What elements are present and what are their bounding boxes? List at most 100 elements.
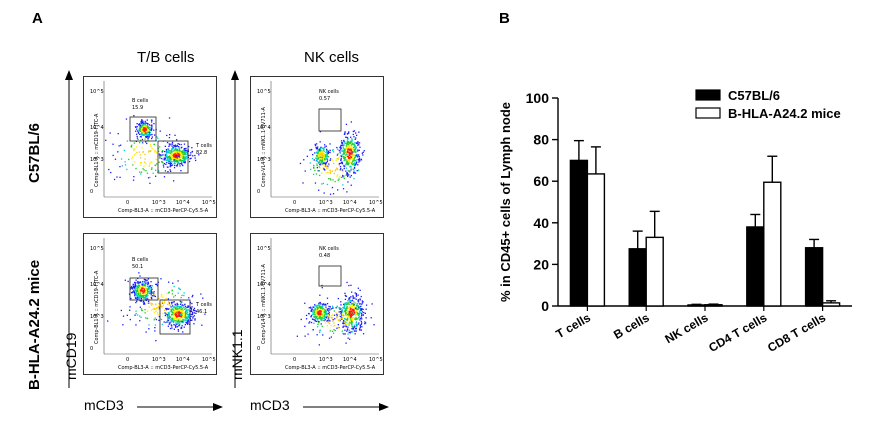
flow-event (147, 282, 150, 285)
flow-gate (159, 299, 191, 335)
flow-event (326, 157, 328, 159)
flow-event (135, 294, 138, 296)
flow-gate-value: 82.8 (196, 150, 207, 156)
flow-event (169, 144, 171, 146)
flow-event (342, 150, 344, 152)
flow-event (335, 307, 337, 309)
flow-event (346, 154, 348, 156)
flow-event (127, 280, 129, 283)
flow-event (346, 163, 349, 166)
flow-event (140, 132, 143, 135)
flow-event (143, 128, 146, 130)
flow-event (347, 163, 350, 165)
flow-event (157, 313, 159, 316)
flow-event (351, 143, 353, 145)
flow-event (125, 118, 128, 120)
flow-event (194, 157, 196, 159)
flow-event (324, 169, 326, 171)
flow-event (319, 174, 321, 177)
y-axis-arrow-mnk11 (231, 70, 239, 388)
flow-event (355, 151, 357, 153)
flow-event (339, 147, 342, 149)
flow-event (338, 176, 340, 178)
flow-event (311, 309, 313, 311)
flow-event (332, 332, 335, 334)
flow-event (154, 327, 156, 329)
flow-event (148, 136, 150, 138)
flow-event (177, 143, 179, 145)
flow-event (163, 321, 165, 323)
flow-event (324, 156, 327, 158)
flow-event (343, 306, 345, 308)
flow-event (320, 159, 322, 161)
flow-event (312, 306, 314, 308)
flow-event (175, 306, 177, 308)
flow-event (146, 295, 148, 297)
flow-event (131, 292, 133, 294)
flow-y-tick: 10^3 (257, 314, 271, 320)
flow-event (338, 164, 340, 166)
flow-event (150, 291, 152, 293)
flow-event (354, 162, 356, 164)
flow-event (321, 155, 323, 157)
flow-event (360, 159, 363, 161)
flow-event (345, 308, 347, 311)
flow-event (321, 318, 323, 320)
flow-event (150, 145, 152, 148)
flow-event (312, 154, 314, 156)
flow-event (309, 149, 311, 151)
flow-event (172, 148, 174, 150)
y-tick-label: 0 (541, 298, 549, 314)
flow-event (171, 145, 173, 147)
flow-event (360, 323, 363, 325)
flow-event (373, 324, 375, 326)
flow-event (345, 308, 347, 310)
flow-event (174, 315, 176, 317)
flow-event (163, 157, 165, 159)
flow-event (319, 150, 321, 152)
flow-event (341, 142, 343, 144)
flow-event (310, 316, 312, 318)
flow-event (189, 158, 191, 160)
flow-event (331, 330, 334, 332)
flow-event (134, 292, 136, 294)
flow-event (360, 305, 362, 307)
flow-event (320, 308, 322, 310)
flow-event (172, 158, 174, 160)
flow-event (347, 164, 349, 166)
flow-event (160, 318, 163, 321)
flow-event (317, 154, 319, 156)
flow-event (149, 291, 151, 293)
flow-event (317, 170, 319, 172)
flow-event (112, 143, 114, 145)
flow-event (346, 281, 348, 284)
flow-event (174, 159, 176, 161)
col-title-tb-cells: T/B cells (137, 49, 195, 66)
flow-event (168, 318, 171, 320)
flow-event (159, 130, 161, 132)
flow-event (326, 168, 328, 170)
flow-event (339, 308, 341, 311)
flow-event (328, 312, 330, 314)
flow-event (325, 312, 328, 314)
flow-event (340, 147, 342, 149)
flow-event (134, 295, 136, 297)
flow-event (341, 330, 343, 332)
flow-event (182, 316, 184, 318)
flow-event (314, 182, 317, 184)
flow-event (143, 303, 145, 305)
flow-x-tick: 10^5 (369, 200, 383, 206)
flow-event (345, 155, 347, 157)
flow-event (187, 320, 189, 322)
flow-event (175, 322, 177, 324)
flow-event (328, 151, 330, 153)
flow-event (316, 160, 319, 162)
flow-event (139, 300, 141, 302)
flow-event (327, 308, 329, 310)
flow-event (314, 315, 316, 317)
flow-event (313, 319, 315, 321)
flow-event (151, 137, 153, 140)
flow-event (150, 294, 152, 296)
flow-event (345, 142, 347, 144)
